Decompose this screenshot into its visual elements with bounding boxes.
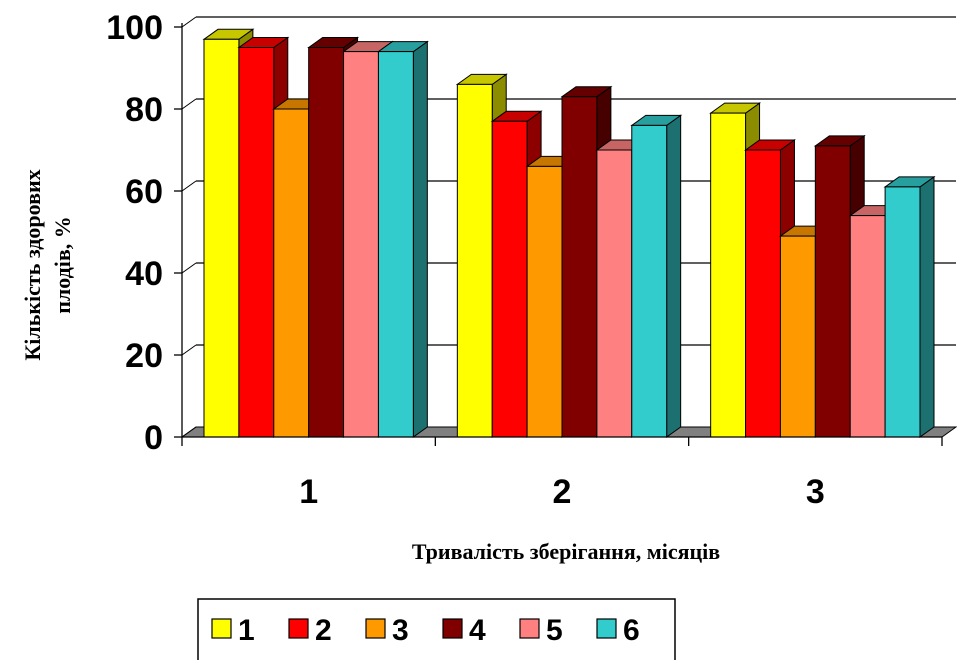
bar-side — [412, 40, 428, 438]
y-tick-label: 0 — [144, 419, 163, 457]
bar — [884, 186, 921, 438]
legend: 1 2 3 4 5 6 — [197, 598, 676, 660]
bar-side — [666, 114, 682, 438]
legend-label: 5 — [546, 614, 563, 647]
bar — [203, 38, 240, 438]
y-tick-depth — [181, 98, 197, 110]
bar — [456, 83, 493, 438]
axes — [174, 16, 943, 446]
bar-group — [709, 102, 936, 438]
y-tick-depth — [181, 426, 197, 438]
legend-label: 2 — [315, 614, 332, 647]
bar — [491, 120, 528, 438]
y-tick-depth — [181, 180, 197, 192]
bars — [202, 28, 936, 438]
bar — [631, 124, 668, 438]
bar — [745, 149, 781, 438]
y-tick-label: 100 — [106, 9, 163, 47]
bar — [343, 51, 379, 438]
bar — [377, 51, 414, 438]
legend-box — [197, 598, 676, 660]
legend-swatch — [519, 618, 540, 639]
y-tick-depth — [181, 16, 197, 28]
bar — [814, 145, 851, 438]
legend-label: 1 — [238, 614, 255, 647]
y-tick-label: 60 — [125, 173, 163, 211]
y-tick-label: 20 — [125, 337, 163, 375]
x-tick-label: 3 — [806, 473, 825, 511]
y-tick-labels: 0 20 40 60 80 100 — [106, 9, 163, 457]
y-axis-title-line2-text: плодів, % — [50, 216, 75, 314]
bar — [849, 215, 886, 438]
legend-swatch — [596, 618, 617, 639]
bar — [779, 235, 816, 438]
bar — [308, 47, 345, 438]
y-tick-label: 80 — [125, 91, 163, 129]
y-axis-title-line1-text: Кількість здорових — [20, 169, 45, 360]
bar-group — [455, 73, 683, 438]
bar — [561, 96, 598, 438]
legend-swatch — [211, 618, 232, 639]
legend-swatch — [442, 618, 463, 639]
legend-label: 6 — [623, 614, 640, 647]
x-tick-labels: 1 2 3 — [299, 473, 825, 511]
bar — [273, 108, 310, 438]
x-tick-label: 1 — [299, 473, 318, 511]
x-axis-title: Тривалість зберігання, місяців — [412, 539, 720, 564]
bar — [710, 112, 747, 438]
bar — [238, 47, 275, 438]
y-tick-label: 40 — [125, 255, 163, 293]
y-tick-depth — [181, 262, 197, 274]
y-tick-depth — [181, 344, 197, 356]
bar — [596, 149, 633, 438]
bar-side — [919, 175, 935, 438]
x-tick-label: 2 — [553, 473, 572, 511]
legend-label: 3 — [392, 614, 409, 647]
bar — [526, 165, 563, 438]
legend-swatch — [288, 618, 309, 639]
legend-label: 4 — [469, 614, 486, 647]
bar-group — [202, 28, 429, 438]
legend-swatch — [365, 618, 386, 639]
